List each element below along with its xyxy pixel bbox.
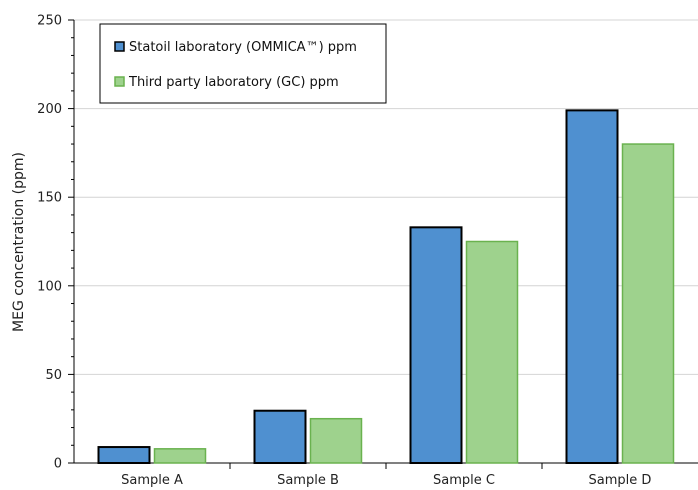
bar-series-2-sample-a bbox=[153, 448, 207, 464]
legend-box bbox=[99, 23, 387, 104]
x-tick-label-sample-a: Sample A bbox=[121, 473, 183, 488]
y-tick-label-250: 250 bbox=[37, 14, 62, 29]
bar-series-2-sample-b bbox=[309, 417, 363, 464]
bar-series-1-sample-c bbox=[409, 226, 463, 464]
y-tick-label-100: 100 bbox=[37, 279, 62, 294]
bar-series-1-sample-b bbox=[253, 409, 307, 465]
x-axis: Sample A Sample B Sample C Sample D bbox=[74, 462, 698, 488]
x-tick-label-sample-d: Sample D bbox=[589, 473, 652, 488]
legend-swatch-series-2 bbox=[114, 76, 125, 87]
legend: Statoil laboratory (OMMICA™) ppm Third p… bbox=[99, 23, 387, 104]
legend-label-series-1: Statoil laboratory (OMMICA™) ppm bbox=[129, 40, 357, 55]
y-tick-label-200: 200 bbox=[37, 102, 62, 117]
y-tick-label-150: 150 bbox=[37, 191, 62, 206]
legend-swatch-series-1 bbox=[114, 41, 125, 52]
bar-series-2-sample-d bbox=[621, 143, 675, 464]
bar-series-1-sample-a bbox=[97, 446, 151, 465]
y-tick-label-50: 50 bbox=[45, 368, 62, 383]
y-axis: 0 50 100 150 200 250 bbox=[37, 14, 75, 472]
bar-series-1-sample-d bbox=[565, 109, 619, 464]
bar-series-2-sample-c bbox=[465, 240, 519, 464]
y-tick-label-0: 0 bbox=[54, 457, 62, 472]
x-tick-label-sample-b: Sample B bbox=[277, 473, 339, 488]
x-tick-label-sample-c: Sample C bbox=[433, 473, 495, 488]
legend-label-series-2: Third party laboratory (GC) ppm bbox=[128, 75, 339, 90]
bars bbox=[97, 109, 675, 465]
y-axis-title: MEG concentration (ppm) bbox=[11, 152, 27, 332]
